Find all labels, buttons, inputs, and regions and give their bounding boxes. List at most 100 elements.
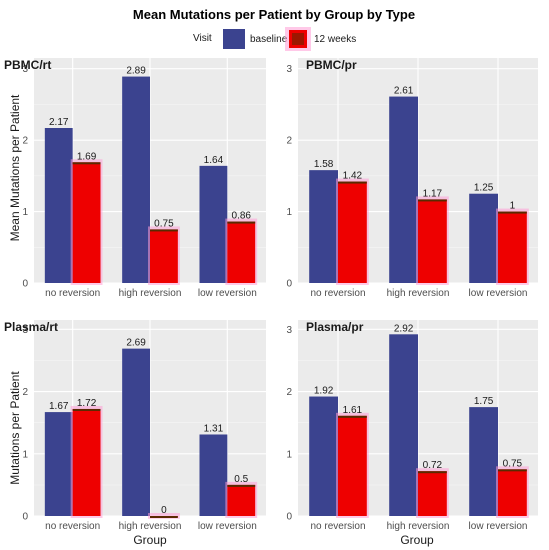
y-tick-label: 1 xyxy=(22,449,28,460)
bar-top-edge-12-weeks-no-reversion xyxy=(338,181,367,184)
bar-top-edge-12-weeks-low-reversion xyxy=(498,469,527,472)
x-tick-label-no-reversion: no reversion xyxy=(310,288,365,299)
data-label-baseline-high-reversion: 2.61 xyxy=(394,86,414,97)
legend-key-baseline xyxy=(223,29,245,49)
bar-top-edge-12-weeks-high-reversion xyxy=(150,516,178,518)
y-tick-label: 2 xyxy=(22,136,28,147)
data-label-baseline-high-reversion: 2.69 xyxy=(126,338,146,349)
data-label-baseline-low-reversion: 1.64 xyxy=(204,155,224,166)
bar-baseline-high-reversion xyxy=(389,334,418,516)
bar-baseline-no-reversion xyxy=(44,412,73,516)
bar-12-weeks-no-reversion xyxy=(338,181,367,283)
data-label-12-weeks-no-reversion: 1.69 xyxy=(77,151,97,162)
facet-title-pbmc-pr: PBMC/pr xyxy=(306,58,357,72)
bar-12-weeks-low-reversion xyxy=(227,221,256,283)
panel-plasma-pr: 0 1 2 3 no reversion high reversion low revers… xyxy=(286,320,538,532)
x-tick-label-low-reversion: low reversion xyxy=(469,288,528,299)
bar-top-edge-12-weeks-low-reversion xyxy=(227,221,256,224)
bar-baseline-high-reversion xyxy=(122,76,150,283)
y-tick-label: 3 xyxy=(286,64,292,75)
data-label-baseline-no-reversion: 1.67 xyxy=(49,401,69,412)
bar-12-weeks-low-reversion xyxy=(498,211,527,283)
x-tick-label-no-reversion: no reversion xyxy=(45,288,100,299)
x-tick-label-no-reversion: no reversion xyxy=(45,521,100,532)
y-axis-title-top: Mean Mutations per Patient xyxy=(8,94,22,241)
panel-pbmc-rt: 0 1 2 3 no reversion high reversion low revers… xyxy=(4,58,266,299)
facet-title-plasma-rt: Plasma/rt xyxy=(4,320,58,334)
y-tick-label: 0 xyxy=(22,512,28,523)
data-label-baseline-low-reversion: 1.25 xyxy=(474,183,494,194)
facet-title-plasma-pr: Plasma/pr xyxy=(306,320,364,334)
bar-top-edge-12-weeks-no-reversion xyxy=(338,415,367,418)
y-tick-label: 3 xyxy=(286,325,292,336)
x-tick-label-high-reversion: high reversion xyxy=(119,521,182,532)
data-label-12-weeks-high-reversion: 0.75 xyxy=(154,218,174,229)
data-label-baseline-low-reversion: 1.31 xyxy=(204,423,224,434)
x-tick-label-low-reversion: low reversion xyxy=(198,521,257,532)
panel-pbmc-pr: 0 1 2 3 no reversion high reversion low revers… xyxy=(286,58,538,299)
x-tick-label-low-reversion: low reversion xyxy=(469,521,528,532)
bar-12-weeks-high-reversion xyxy=(418,199,447,283)
bar-top-edge-12-weeks-high-reversion xyxy=(418,199,447,202)
bar-top-edge-12-weeks-no-reversion xyxy=(72,162,101,165)
bar-12-weeks-low-reversion xyxy=(227,484,256,516)
data-label-12-weeks-low-reversion: 0.75 xyxy=(503,458,523,469)
bar-highlight-12-weeks-high-reversion xyxy=(148,513,180,519)
data-label-baseline-no-reversion: 1.92 xyxy=(314,386,334,397)
bar-baseline-high-reversion xyxy=(122,348,150,516)
bar-baseline-low-reversion xyxy=(199,434,228,516)
y-tick-label: 2 xyxy=(22,387,28,398)
bar-baseline-no-reversion xyxy=(44,128,73,283)
data-label-baseline-no-reversion: 1.58 xyxy=(314,159,334,170)
data-label-12-weeks-no-reversion: 1.72 xyxy=(77,398,97,409)
legend-key-12-weeks-inner xyxy=(292,33,304,45)
legend: Visit baseline 12 weeks xyxy=(193,27,356,51)
bar-top-edge-12-weeks-no-reversion xyxy=(72,408,101,411)
x-tick-label-high-reversion: high reversion xyxy=(119,288,182,299)
x-tick-label-high-reversion: high reversion xyxy=(387,288,450,299)
y-tick-label: 1 xyxy=(286,207,292,218)
legend-title: Visit xyxy=(193,33,212,44)
data-label-baseline-high-reversion: 2.89 xyxy=(126,66,146,77)
bar-12-weeks-no-reversion xyxy=(72,408,101,516)
y-tick-label: 3 xyxy=(22,64,28,75)
x-axis-title-right: Group xyxy=(400,533,434,547)
legend-label-baseline: baseline xyxy=(250,34,288,45)
data-label-baseline-high-reversion: 2.92 xyxy=(394,323,414,334)
y-tick-label: 0 xyxy=(286,512,292,523)
y-tick-label: 0 xyxy=(22,279,28,290)
y-tick-label: 1 xyxy=(22,207,28,218)
data-label-12-weeks-low-reversion: 1 xyxy=(510,201,516,212)
bar-baseline-low-reversion xyxy=(469,193,498,283)
bar-baseline-low-reversion xyxy=(199,165,228,283)
y-tick-label: 0 xyxy=(286,279,292,290)
bar-top-edge-12-weeks-low-reversion xyxy=(227,484,256,487)
bar-baseline-low-reversion xyxy=(469,407,498,516)
x-tick-label-high-reversion: high reversion xyxy=(387,521,450,532)
bar-12-weeks-low-reversion xyxy=(498,469,527,516)
data-label-baseline-no-reversion: 2.17 xyxy=(49,117,69,128)
bar-top-edge-12-weeks-high-reversion xyxy=(150,229,178,232)
bar-12-weeks-high-reversion xyxy=(150,229,178,283)
bar-12-weeks-no-reversion xyxy=(338,415,367,516)
bar-12-weeks-no-reversion xyxy=(72,162,101,283)
bar-baseline-no-reversion xyxy=(309,396,338,516)
chart-title: Mean Mutations per Patient by Group by T… xyxy=(133,7,415,22)
x-tick-label-low-reversion: low reversion xyxy=(198,288,257,299)
data-label-12-weeks-no-reversion: 1.42 xyxy=(343,171,363,182)
data-label-12-weeks-high-reversion: 0.72 xyxy=(423,460,443,471)
bar-baseline-no-reversion xyxy=(309,170,338,283)
y-tick-label: 3 xyxy=(22,325,28,336)
data-label-12-weeks-high-reversion: 1.17 xyxy=(423,188,443,199)
bar-top-edge-12-weeks-high-reversion xyxy=(418,471,447,474)
panel-plasma-rt: 0 1 2 3 no reversion high reversion low revers… xyxy=(4,320,266,532)
bar-top-edge-12-weeks-low-reversion xyxy=(498,211,527,214)
y-tick-label: 2 xyxy=(286,136,292,147)
data-label-12-weeks-no-reversion: 1.61 xyxy=(343,405,363,416)
data-label-12-weeks-high-reversion: 0 xyxy=(161,505,167,516)
facet-title-pbmc-rt: PBMC/rt xyxy=(4,58,51,72)
bar-baseline-high-reversion xyxy=(389,96,418,283)
y-tick-label: 2 xyxy=(286,387,292,398)
data-label-baseline-low-reversion: 1.75 xyxy=(474,396,494,407)
